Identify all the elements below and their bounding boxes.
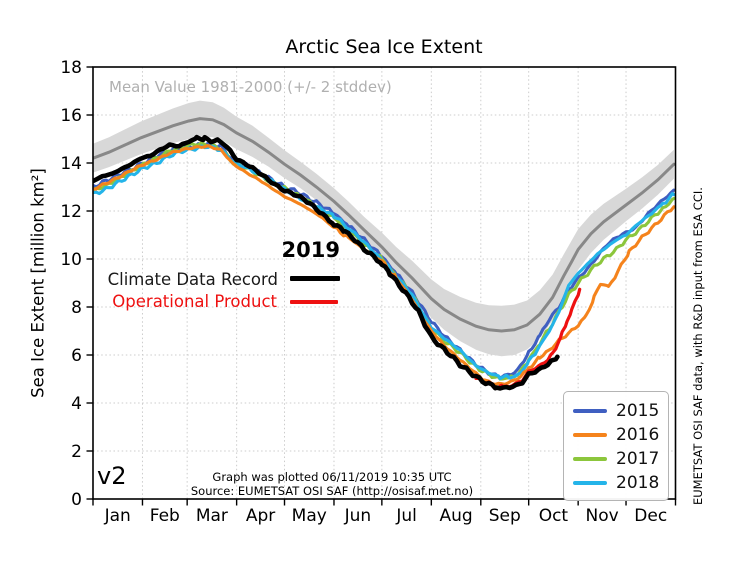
legend-row-2016: 2016: [573, 423, 659, 447]
version-label: v2: [97, 462, 127, 490]
plot-frame: [92, 66, 677, 500]
legend-operational-line-swatch: [290, 300, 338, 304]
legend-line-swatch-2015: [573, 409, 607, 413]
y-tick-label: 12: [60, 202, 82, 222]
years-legend-box: 2015 2016 2017 2018: [563, 391, 669, 501]
y-tick-label: 6: [71, 346, 82, 366]
y-tick-label: 14: [60, 154, 82, 174]
footer-plotted-line: Graph was plotted 06/11/2019 10:35 UTC: [212, 470, 452, 484]
legend-year-label: 2015: [616, 401, 660, 421]
axis-tick-labels: 0 2 4 6 8 10 12 14 16 18 Jan Feb Mar Apr May Jun Jul Aug S…: [60, 58, 667, 526]
x-tick-label-aug: Aug: [439, 506, 472, 526]
x-tick-label-mar: Mar: [196, 506, 228, 526]
x-tick-label-jun: Jun: [344, 506, 372, 526]
mean-stddev-band: [93, 100, 674, 357]
legend-2019-year: 2019: [281, 238, 340, 262]
series-line-2019-climate-data-record: [93, 134, 560, 391]
y-tick-label: 16: [60, 106, 82, 126]
chart-title: Arctic Sea Ice Extent: [285, 36, 483, 58]
legend-operational-label: Operational Product: [112, 292, 277, 311]
legend-cdr-line-swatch: [290, 276, 340, 281]
plot-area: [93, 100, 676, 391]
credit-note-vertical: EUMETSAT OSI SAF data, with R&D input fr…: [691, 187, 705, 505]
mean-line: [93, 117, 676, 333]
legend-year-label: 2016: [616, 425, 660, 445]
y-axis-label: Sea Ice Extent [million km²]: [28, 168, 48, 398]
axis-ticks: [86, 66, 677, 506]
y-tick-label: 10: [60, 250, 82, 270]
footer-note: Graph was plotted 06/11/2019 10:35 UTC S…: [191, 470, 473, 498]
legend-line-swatch-2018: [573, 481, 607, 485]
x-tick-label-sep: Sep: [489, 506, 521, 526]
y-tick-label: 8: [71, 298, 82, 318]
x-tick-label-nov: Nov: [585, 506, 618, 526]
x-tick-label-jul: Jul: [395, 506, 417, 526]
legend-line-swatch-2017: [573, 457, 607, 461]
legend-year-label: 2017: [616, 449, 660, 469]
legend-row-2017: 2017: [573, 447, 659, 471]
legend-row-2015: 2015: [573, 399, 659, 423]
legend-line-swatch-2016: [573, 433, 607, 437]
x-tick-label-may: May: [292, 506, 327, 526]
x-tick-label-feb: Feb: [150, 506, 180, 526]
x-tick-label-oct: Oct: [539, 506, 569, 526]
legend-year-label: 2018: [616, 473, 660, 493]
legend-row-2018: 2018: [573, 471, 659, 495]
legend-cdr-label: Climate Data Record: [107, 270, 278, 289]
x-tick-label-jan: Jan: [104, 506, 131, 526]
footer-source-line: Source: EUMETSAT OSI SAF (http://osisaf.…: [190, 484, 474, 498]
mean-band-label: Mean Value 1981-2000 (+/- 2 stddev): [109, 78, 392, 96]
y-tick-label: 2: [71, 442, 82, 462]
y-tick-label: 18: [60, 58, 82, 78]
y-tick-label: 4: [71, 394, 82, 414]
y-tick-label: 0: [71, 490, 82, 510]
x-tick-label-dec: Dec: [634, 506, 667, 526]
x-tick-label-apr: Apr: [246, 506, 275, 526]
